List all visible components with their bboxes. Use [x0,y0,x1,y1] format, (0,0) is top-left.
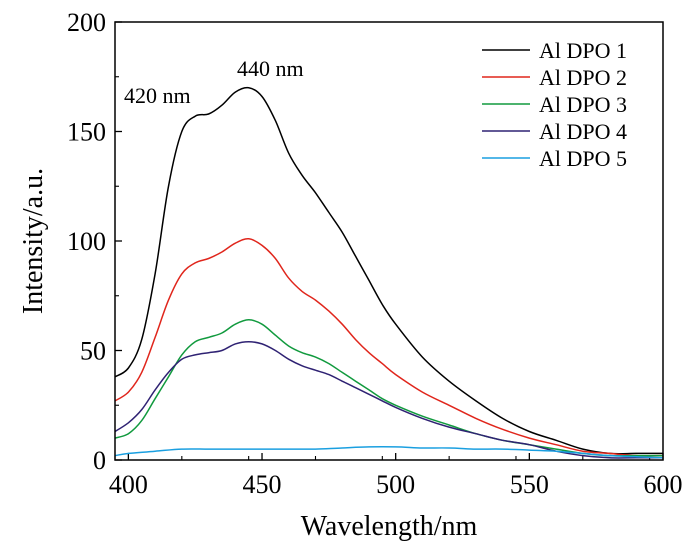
x-tick-label: 550 [510,470,549,499]
legend-label-al-dpo-5: Al DPO 5 [539,146,627,171]
series-line-al-dpo-5 [114,446,664,459]
y-tick-label: 100 [67,227,106,256]
annotation-440nm: 440 nm [237,56,304,81]
tick-labels-layer: 400 450 500 550 600 0 50 100 150 200 [67,8,683,499]
legend-label-al-dpo-1: Al DPO 1 [539,38,627,63]
y-tick-label: 0 [93,446,106,475]
legend: Al DPO 1Al DPO 2Al DPO 3Al DPO 4Al DPO 5 [482,38,627,171]
x-tick-label: 450 [243,470,282,499]
x-tick-label: 400 [109,470,148,499]
series-line-al-dpo-1 [114,86,663,455]
x-axis-label: Wavelength/nm [301,511,478,542]
series-layer [114,86,664,459]
series-line-al-dpo-2 [114,238,664,457]
x-tick-label: 600 [644,470,683,499]
series-line-al-dpo-4 [114,340,663,459]
y-tick-label: 50 [80,337,106,366]
series-line-al-dpo-3 [114,319,663,457]
legend-label-al-dpo-3: Al DPO 3 [539,92,627,117]
x-tick-label: 500 [376,470,415,499]
annotation-420nm: 420 nm [124,83,191,108]
legend-label-al-dpo-4: Al DPO 4 [539,119,627,144]
y-axis-label: Intensity/a.u. [18,168,49,314]
y-tick-label: 150 [67,118,106,147]
legend-label-al-dpo-2: Al DPO 2 [539,65,627,90]
y-tick-label: 200 [67,8,106,37]
plot-frame [114,21,664,461]
